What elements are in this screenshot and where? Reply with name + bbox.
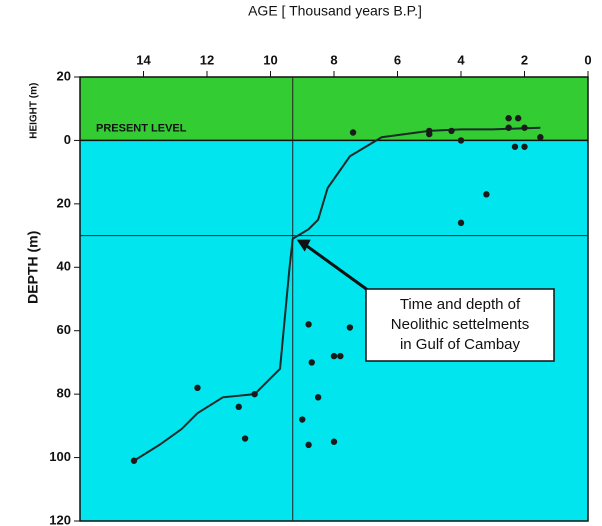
y-tick-label: 100 — [49, 449, 71, 464]
data-point — [511, 143, 519, 150]
y-axis-label: HEIGHT (m) — [29, 83, 40, 139]
chart-title: AGE [ Thousand years B.P.] — [248, 3, 422, 19]
y-axis-label: DEPTH (m) — [25, 231, 41, 304]
reference-label: PRESENT LEVEL — [96, 122, 187, 134]
data-point — [483, 191, 490, 198]
x-tick-label: 12 — [200, 52, 214, 67]
data-point — [314, 394, 322, 401]
annotation-text: Neolithic settelments — [391, 316, 529, 333]
x-tick-label: 0 — [584, 52, 591, 67]
y-tick-label: 0 — [64, 132, 71, 147]
data-point — [235, 403, 242, 411]
data-point — [305, 441, 312, 449]
data-point — [457, 219, 465, 227]
y-tick-label: 20 — [57, 68, 71, 83]
annotation-arrow — [299, 240, 377, 298]
data-point — [241, 435, 249, 442]
x-tick-label: 8 — [330, 52, 337, 67]
data-point — [308, 359, 315, 366]
y-tick-label: 120 — [49, 512, 71, 526]
x-tick-label: 2 — [521, 52, 528, 67]
annotation-text: in Gulf of Cambay — [400, 336, 521, 353]
data-point — [330, 438, 338, 445]
x-tick-label: 4 — [457, 52, 465, 67]
data-point — [130, 457, 138, 464]
data-point — [505, 115, 512, 122]
data-point — [305, 321, 312, 328]
x-tick-label: 14 — [136, 52, 151, 67]
data-point — [537, 134, 544, 141]
data-point — [337, 352, 344, 360]
data-point — [448, 127, 455, 135]
data-point — [514, 115, 522, 122]
data-point — [521, 124, 528, 131]
y-tick-label: 80 — [57, 386, 71, 401]
data-point — [346, 324, 354, 331]
x-tick-label: 6 — [394, 52, 401, 67]
annotation-box — [365, 288, 555, 362]
data-point — [330, 352, 338, 360]
data-point — [194, 384, 201, 391]
x-tick-label: 10 — [263, 52, 277, 67]
y-tick-label: 40 — [57, 259, 71, 274]
annotation-arrowhead — [296, 239, 311, 252]
data-point — [349, 129, 357, 136]
data-point — [505, 124, 512, 131]
sea-level-curve — [133, 126, 541, 462]
data-point — [521, 143, 528, 150]
data-point — [299, 416, 306, 423]
data-point — [251, 390, 258, 398]
y-tick-label: 60 — [57, 322, 71, 337]
y-tick-label: 20 — [57, 195, 71, 210]
annotation-text: Time and depth of — [400, 296, 521, 313]
data-point — [457, 137, 465, 144]
data-point — [426, 130, 433, 138]
